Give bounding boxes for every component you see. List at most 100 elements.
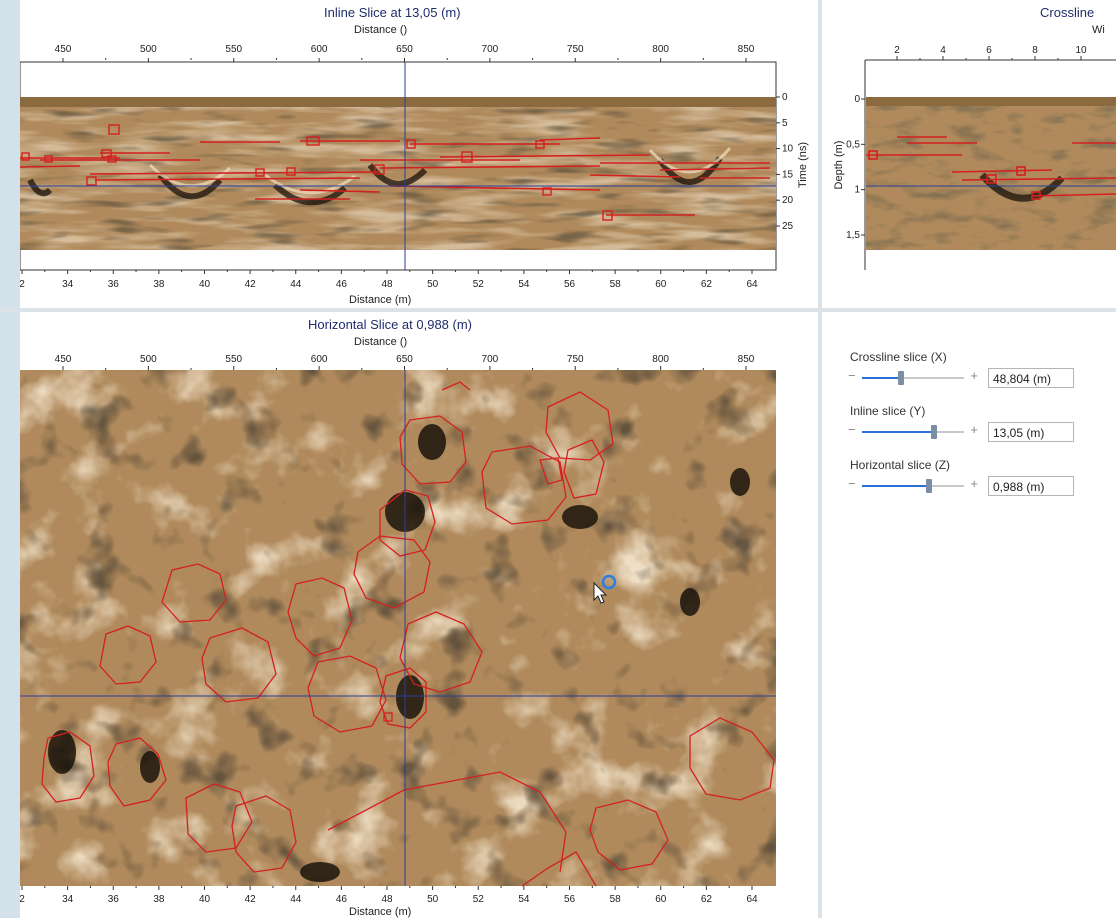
horizontal-slice-label: Horizontal slice (Z): [850, 458, 951, 472]
crossline-top-tick-label: 10: [1075, 45, 1087, 56]
crossline-top-tick-label: 4: [940, 45, 946, 56]
horizontal-slice-title: Horizontal Slice at 0,988 (m): [308, 317, 473, 332]
crossline-slice-title: Crossline: [1040, 5, 1095, 20]
crossline-top-tick-label: 8: [1032, 45, 1038, 56]
inline-right-tick-label: 0: [782, 92, 788, 103]
slice-controls-pane: Crossline slice (X) − + 48,804 (m) Inlin…: [822, 312, 1116, 918]
crossline-left-tick-label: 0: [854, 94, 860, 105]
inline-right-tick-label: 20: [782, 195, 794, 206]
inline-slice-title: Inline Slice at 13,05 (m): [324, 5, 461, 20]
crossline-top-ticks: 2 4 6 8 10: [894, 45, 1087, 60]
horizontal-bottom-tick-label: 54: [518, 894, 530, 905]
inline-bottom-ticks: 2 34 36 38 40 42 44 46 48 50 52 54 56 58 60 62 64: [19, 270, 758, 290]
horizontal-bottom-tick-label: 62: [701, 894, 713, 905]
inline-slider[interactable]: − +: [848, 422, 978, 440]
inline-right-ticks: 0 5 10 15 20 25: [776, 92, 794, 232]
horizontal-bottom-tick-label: 56: [564, 894, 576, 905]
crossline-slice-plot[interactable]: 2 4 6 8 10 0 0,5 1 1,5 Depth (m): [822, 0, 1116, 308]
crossline-left-axis-label: Depth (m): [833, 141, 845, 190]
crossline-left-tick-label: 0,5: [846, 139, 860, 150]
inline-right-tick-label: 5: [782, 118, 788, 129]
crossline-decrement-button[interactable]: −: [848, 368, 856, 383]
crossline-slider[interactable]: − +: [848, 368, 978, 386]
inline-top-tick-label: 850: [738, 44, 755, 55]
horizontal-top-tick-label: 600: [311, 354, 328, 365]
inline-bottom-tick-label: 64: [746, 279, 758, 290]
horizontal-value-field[interactable]: 0,988 (m): [988, 476, 1074, 496]
inline-bottom-tick-label: 40: [199, 279, 211, 290]
crossline-top-tick-label: 6: [986, 45, 992, 56]
vertical-splitter[interactable]: [818, 0, 822, 918]
horizontal-bottom-tick-label: 34: [62, 894, 74, 905]
horizontal-top-tick-label: 700: [482, 354, 499, 365]
inline-bottom-axis-label: Distance (m): [349, 294, 412, 306]
horizontal-bottom-tick-label: 44: [290, 894, 302, 905]
target-circle-icon: [601, 574, 617, 590]
horizontal-bottom-tick-label: 64: [746, 894, 758, 905]
horizontal-bottom-tick-label: 46: [336, 894, 348, 905]
horizontal-decrement-button[interactable]: −: [848, 476, 856, 491]
horizontal-bottom-tick-label: 42: [245, 894, 257, 905]
left-edge-strip: [0, 0, 20, 918]
horizontal-top-axis-label: Distance (): [354, 336, 408, 348]
inline-top-ticks: 450 500 550 600 650 700 750 800 850: [55, 44, 755, 62]
inline-top-tick-label: 450: [55, 44, 72, 55]
inline-slice-label: Inline slice (Y): [850, 404, 926, 418]
crossline-value-field[interactable]: 48,804 (m): [988, 368, 1074, 388]
horizontal-bottom-tick-label: 60: [655, 894, 667, 905]
horizontal-bottom-tick-label: 50: [427, 894, 439, 905]
inline-bottom-tick-label: 34: [62, 279, 74, 290]
horizontal-top-ticks: 450 500 550 600 650 700 750 800 850: [55, 354, 755, 370]
horizontal-top-tick-label: 500: [140, 354, 157, 365]
horizontal-top-tick-label: 450: [55, 354, 72, 365]
inline-bottom-tick-label: 42: [245, 279, 257, 290]
inline-right-tick-label: 25: [782, 221, 794, 232]
crossline-top-tick-label: 2: [894, 45, 900, 56]
inline-top-tick-label: 800: [652, 44, 669, 55]
horizontal-top-tick-label: 850: [738, 354, 755, 365]
inline-bottom-tick-label: 48: [381, 279, 393, 290]
inline-bottom-tick-label: 52: [473, 279, 485, 290]
inline-bottom-tick-label: 58: [610, 279, 622, 290]
inline-bottom-tick-label: 38: [153, 279, 165, 290]
inline-bottom-tick-label: 36: [108, 279, 120, 290]
inline-slider-thumb[interactable]: [931, 425, 938, 439]
inline-bottom-tick-label: 60: [655, 279, 667, 290]
crossline-left-tick-label: 1,5: [846, 230, 860, 241]
horizontal-slider[interactable]: − +: [848, 476, 978, 494]
horizontal-slider-thumb[interactable]: [926, 479, 933, 493]
horizontal-bottom-tick-label: 58: [610, 894, 622, 905]
inline-top-tick-label: 750: [567, 44, 584, 55]
inline-increment-button[interactable]: +: [970, 422, 978, 437]
crossline-left-tick-label: 1: [854, 185, 860, 196]
crossline-increment-button[interactable]: +: [970, 368, 978, 383]
inline-value-field[interactable]: 13,05 (m): [988, 422, 1074, 442]
inline-decrement-button[interactable]: −: [848, 422, 856, 437]
horizontal-slice-plot[interactable]: 450 500 550 600 650 700 750 800 850 2 34 36 38 40 42 4…: [0, 312, 818, 918]
inline-bottom-tick-label: 62: [701, 279, 713, 290]
horizontal-bottom-ticks: 2 34 36 38 40 42 44 46 48 50 52 54 56 58 60 62 64: [19, 886, 758, 905]
crossline-slice-label: Crossline slice (X): [850, 350, 947, 364]
inline-top-tick-label: 550: [225, 44, 242, 55]
horizontal-bottom-tick-label: 48: [381, 894, 393, 905]
horizontal-splitter[interactable]: [0, 308, 1116, 312]
horizontal-increment-button[interactable]: +: [970, 476, 978, 491]
inline-top-tick-label: 500: [140, 44, 157, 55]
horizontal-bottom-tick-label: 36: [108, 894, 120, 905]
horizontal-annotations: [41, 381, 775, 887]
inline-slice-pane: Inline Slice at 13,05 (m) Distance (): [0, 0, 818, 308]
crossline-slider-thumb[interactable]: [897, 371, 904, 385]
inline-annotations: [19, 137, 771, 216]
inline-bottom-tick-label: 44: [290, 279, 302, 290]
inline-bottom-tick-label: 50: [427, 279, 439, 290]
horizontal-bottom-tick-label: 2: [19, 894, 25, 905]
horizontal-top-tick-label: 750: [567, 354, 584, 365]
horizontal-bottom-tick-label: 40: [199, 894, 211, 905]
inline-slice-plot[interactable]: 450 500 550 600 650 700 750 800 850 2 34 36 38 40 42 4…: [0, 0, 818, 308]
inline-top-tick-label: 650: [396, 44, 413, 55]
horizontal-top-tick-label: 800: [652, 354, 669, 365]
horizontal-top-tick-label: 550: [225, 354, 242, 365]
crossline-top-axis-label: Wi: [1092, 24, 1105, 36]
horizontal-bottom-tick-label: 38: [153, 894, 165, 905]
horizontal-bottom-axis-label: Distance (m): [349, 906, 412, 918]
